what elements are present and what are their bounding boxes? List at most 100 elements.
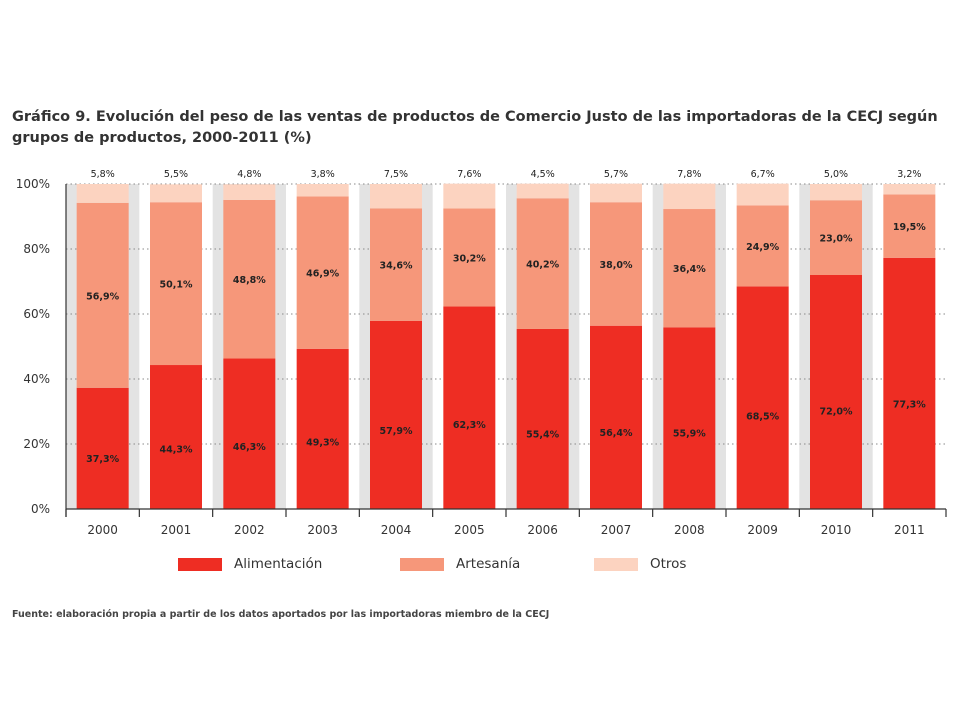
source-note: Fuente: elaboración propia a partir de l… <box>12 609 550 620</box>
bar-artesania <box>810 200 862 275</box>
x-tick-label: 2001 <box>161 523 192 537</box>
bar-artesania <box>370 208 422 321</box>
data-label-otros: 5,7% <box>604 169 628 180</box>
bar-otros <box>810 184 862 201</box>
bar-artesania <box>443 208 496 307</box>
bar-otros <box>883 184 936 195</box>
data-label-alimentacion: 37,3% <box>86 454 119 465</box>
bar-artesania <box>663 209 716 328</box>
data-label-artesania: 40,2% <box>526 260 559 271</box>
data-label-alimentacion: 55,9% <box>673 429 706 440</box>
data-label-alimentacion: 44,3% <box>160 445 193 456</box>
stacked-bar-chart: 0% 20% 40% 60% 80% 100% 37,3% 56,9% 5,8% 2000 44,3… <box>16 169 947 537</box>
data-label-alimentacion: 72,0% <box>820 407 853 418</box>
x-tick-label: 2002 <box>234 523 265 537</box>
bar-otros <box>516 183 569 199</box>
bar-artesania <box>516 198 569 329</box>
data-label-artesania: 50,1% <box>160 280 193 291</box>
bar-alimentacion <box>590 325 642 509</box>
x-tick-label: 2003 <box>307 523 338 537</box>
data-label-alimentacion: 62,3% <box>453 420 486 431</box>
bar-otros <box>296 184 349 197</box>
bar-otros <box>76 184 129 203</box>
y-tick-label: 60% <box>23 307 50 321</box>
bar-artesania <box>223 199 276 359</box>
y-tick-label: 80% <box>23 242 50 256</box>
data-label-otros: 6,7% <box>751 169 775 180</box>
bar-otros <box>590 183 642 203</box>
data-label-otros: 4,5% <box>531 169 555 180</box>
x-tick-label: 2007 <box>601 523 632 537</box>
bar-alimentacion <box>663 327 716 509</box>
data-label-alimentacion: 57,9% <box>380 426 413 437</box>
legend-item-alimentacion: Alimentación <box>178 556 322 572</box>
data-label-alimentacion: 68,5% <box>746 411 779 422</box>
x-tick-label: 2004 <box>381 523 412 537</box>
legend-label-otros: Otros <box>650 556 687 572</box>
legend-swatch-artesania <box>400 557 444 571</box>
data-label-artesania: 48,8% <box>233 275 266 286</box>
bar-artesania <box>736 205 789 287</box>
data-label-otros: 7,8% <box>677 169 701 180</box>
data-label-otros: 7,5% <box>384 169 408 180</box>
data-label-artesania: 30,2% <box>453 253 486 264</box>
bar-artesania <box>150 202 202 366</box>
data-label-otros: 5,5% <box>164 169 188 180</box>
data-label-artesania: 23,0% <box>820 234 853 245</box>
data-label-artesania: 46,9% <box>306 269 339 280</box>
data-label-artesania: 19,5% <box>893 222 926 233</box>
data-label-artesania: 56,9% <box>86 291 119 302</box>
x-tick-label: 2010 <box>821 523 852 537</box>
bar-alimentacion <box>296 348 349 509</box>
bar-alimentacion <box>150 365 202 509</box>
data-label-alimentacion: 49,3% <box>306 438 339 449</box>
bar-otros <box>150 184 202 203</box>
data-label-alimentacion: 46,3% <box>233 442 266 453</box>
data-label-otros: 7,6% <box>457 169 481 180</box>
data-label-alimentacion: 55,4% <box>526 429 559 440</box>
data-label-otros: 3,2% <box>897 169 921 180</box>
data-label-alimentacion: 77,3% <box>893 399 926 410</box>
bar-alimentacion <box>76 387 129 509</box>
bar-otros <box>223 184 276 200</box>
legend-item-otros: Otros <box>594 556 686 572</box>
data-label-artesania: 36,4% <box>673 264 706 275</box>
bar-artesania <box>76 202 129 388</box>
bar-alimentacion <box>883 257 936 509</box>
data-label-otros: 5,0% <box>824 169 848 180</box>
chart-title: Gráfico 9. Evolución del peso de las ven… <box>12 109 938 146</box>
bar-alimentacion <box>443 306 496 509</box>
y-tick-label: 100% <box>16 177 50 191</box>
bar-artesania <box>590 202 642 326</box>
bar-alimentacion <box>516 328 569 509</box>
data-label-otros: 5,8% <box>91 169 115 180</box>
data-label-artesania: 38,0% <box>600 260 633 271</box>
legend-label-alimentacion: Alimentación <box>234 556 323 572</box>
legend-swatch-alimentacion <box>178 557 222 571</box>
bar-alimentacion <box>370 320 422 509</box>
data-label-artesania: 24,9% <box>746 242 779 253</box>
bar-artesania <box>296 196 349 349</box>
y-tick-label: 40% <box>23 372 50 386</box>
x-tick-label: 2011 <box>894 523 925 537</box>
bar-otros <box>736 183 789 206</box>
data-label-otros: 4,8% <box>237 169 261 180</box>
x-tick-label: 2006 <box>527 523 558 537</box>
bar-alimentacion <box>810 275 862 509</box>
x-tick-label: 2005 <box>454 523 485 537</box>
bar-otros <box>370 184 422 209</box>
y-tick-label: 20% <box>23 437 50 451</box>
legend: Alimentación Artesanía Otros <box>0 556 960 580</box>
bar-otros <box>663 183 716 210</box>
legend-label-artesania: Artesanía <box>456 556 521 572</box>
x-tick-label: 2009 <box>747 523 778 537</box>
bar-alimentacion <box>736 286 789 509</box>
bar-alimentacion <box>223 358 276 509</box>
bar-otros <box>443 183 496 209</box>
x-tick-label: 2000 <box>87 523 118 537</box>
x-tick-label: 2008 <box>674 523 705 537</box>
data-label-alimentacion: 56,4% <box>600 428 633 439</box>
bar-artesania <box>883 194 936 258</box>
legend-item-artesania: Artesanía <box>400 556 520 572</box>
data-label-artesania: 34,6% <box>380 261 413 272</box>
